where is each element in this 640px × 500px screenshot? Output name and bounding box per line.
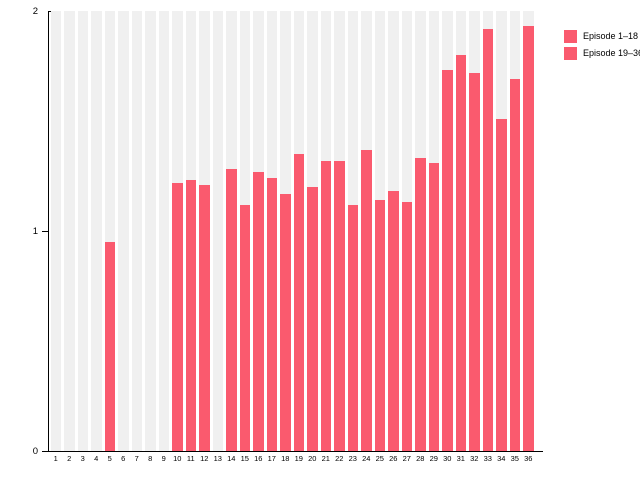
bar-episode-17 (266, 178, 277, 451)
bar-episode-36 (523, 26, 534, 451)
x-tick-label: 30 (443, 454, 452, 463)
background-stripe (145, 11, 156, 451)
x-tick-label: 21 (321, 454, 330, 463)
bar-episode-27 (401, 202, 412, 451)
bar-episode-34 (496, 118, 507, 451)
x-tick-label: 32 (470, 454, 479, 463)
x-tick-label: 14 (227, 454, 236, 463)
background-stripe (118, 11, 129, 451)
bar-episode-19 (293, 154, 304, 451)
bar-episode-24 (361, 149, 372, 451)
x-tick-label: 1 (53, 454, 58, 463)
x-tick-label: 16 (254, 454, 263, 463)
x-tick-label: 17 (267, 454, 276, 463)
bar-episode-32 (469, 72, 480, 451)
legend-swatch-icon (564, 30, 577, 43)
x-tick-label: 4 (94, 454, 99, 463)
x-tick-label: 8 (148, 454, 153, 463)
legend-swatch-icon (564, 47, 577, 60)
x-tick-label: 36 (524, 454, 533, 463)
bar-episode-11 (185, 180, 196, 451)
plot-area (49, 11, 535, 451)
bar-episode-12 (199, 184, 210, 451)
bar-episode-21 (320, 160, 331, 451)
x-axis-line (48, 451, 543, 452)
bar-episode-31 (455, 55, 466, 451)
x-tick-label: 18 (281, 454, 290, 463)
x-tick-label: 11 (186, 454, 195, 463)
y-tick-mark (42, 451, 48, 452)
x-tick-label: 35 (510, 454, 519, 463)
x-tick-label: 9 (161, 454, 166, 463)
bar-episode-10 (172, 182, 183, 451)
bar-episode-35 (509, 79, 520, 451)
background-stripe (64, 11, 75, 451)
x-tick-label: 2 (67, 454, 72, 463)
background-stripe (77, 11, 88, 451)
x-tick-label: 10 (173, 454, 182, 463)
y-tick-label: 1 (32, 225, 38, 237)
bar-episode-26 (388, 191, 399, 451)
x-tick-label: 28 (416, 454, 425, 463)
x-tick-label: 22 (335, 454, 344, 463)
x-tick-label: 27 (402, 454, 411, 463)
background-stripe (50, 11, 61, 451)
x-tick-label: 13 (213, 454, 222, 463)
x-tick-label: 23 (348, 454, 357, 463)
legend-label: Episode 19–36 (583, 48, 640, 58)
y-tick-mark (42, 231, 48, 232)
background-stripe (104, 11, 115, 451)
bar-episode-15 (239, 204, 250, 451)
legend-item: Episode 19–36 (564, 47, 640, 60)
bar-episode-22 (334, 160, 345, 451)
y-tick-label: 2 (32, 5, 38, 17)
x-tick-label: 24 (362, 454, 371, 463)
legend-label: Episode 1–18 (583, 31, 639, 41)
x-tick-label: 26 (389, 454, 398, 463)
background-stripe (131, 11, 142, 451)
x-tick-label: 25 (375, 454, 384, 463)
bar-episode-23 (347, 204, 358, 451)
bar-episode-14 (226, 169, 237, 451)
bar-episode-5 (104, 242, 115, 451)
y-axis-line (48, 11, 49, 451)
x-tick-label: 12 (200, 454, 209, 463)
x-tick-label: 33 (483, 454, 492, 463)
x-tick-label: 15 (240, 454, 249, 463)
x-tick-label: 6 (121, 454, 126, 463)
legend: Episode 1–18 Episode 19–36 (564, 30, 640, 64)
x-tick-label: 31 (456, 454, 465, 463)
bar-episode-33 (482, 28, 493, 451)
x-tick-label: 20 (308, 454, 317, 463)
bar-episode-20 (307, 187, 318, 451)
x-tick-label: 3 (80, 454, 85, 463)
bar-episode-30 (442, 70, 453, 451)
bar-episode-25 (374, 200, 385, 451)
legend-item: Episode 1–18 (564, 30, 640, 43)
bar-episode-16 (253, 171, 264, 451)
background-stripe (91, 11, 102, 451)
x-tick-label: 19 (294, 454, 303, 463)
x-tick-label: 29 (429, 454, 438, 463)
background-stripe (212, 11, 223, 451)
x-tick-label: 5 (107, 454, 112, 463)
background-stripe (158, 11, 169, 451)
bar-episode-18 (280, 193, 291, 451)
bar-episode-28 (415, 158, 426, 451)
y-tick-label: 0 (32, 445, 38, 457)
x-tick-label: 34 (497, 454, 506, 463)
bar-episode-29 (428, 162, 439, 451)
x-tick-label: 7 (134, 454, 139, 463)
